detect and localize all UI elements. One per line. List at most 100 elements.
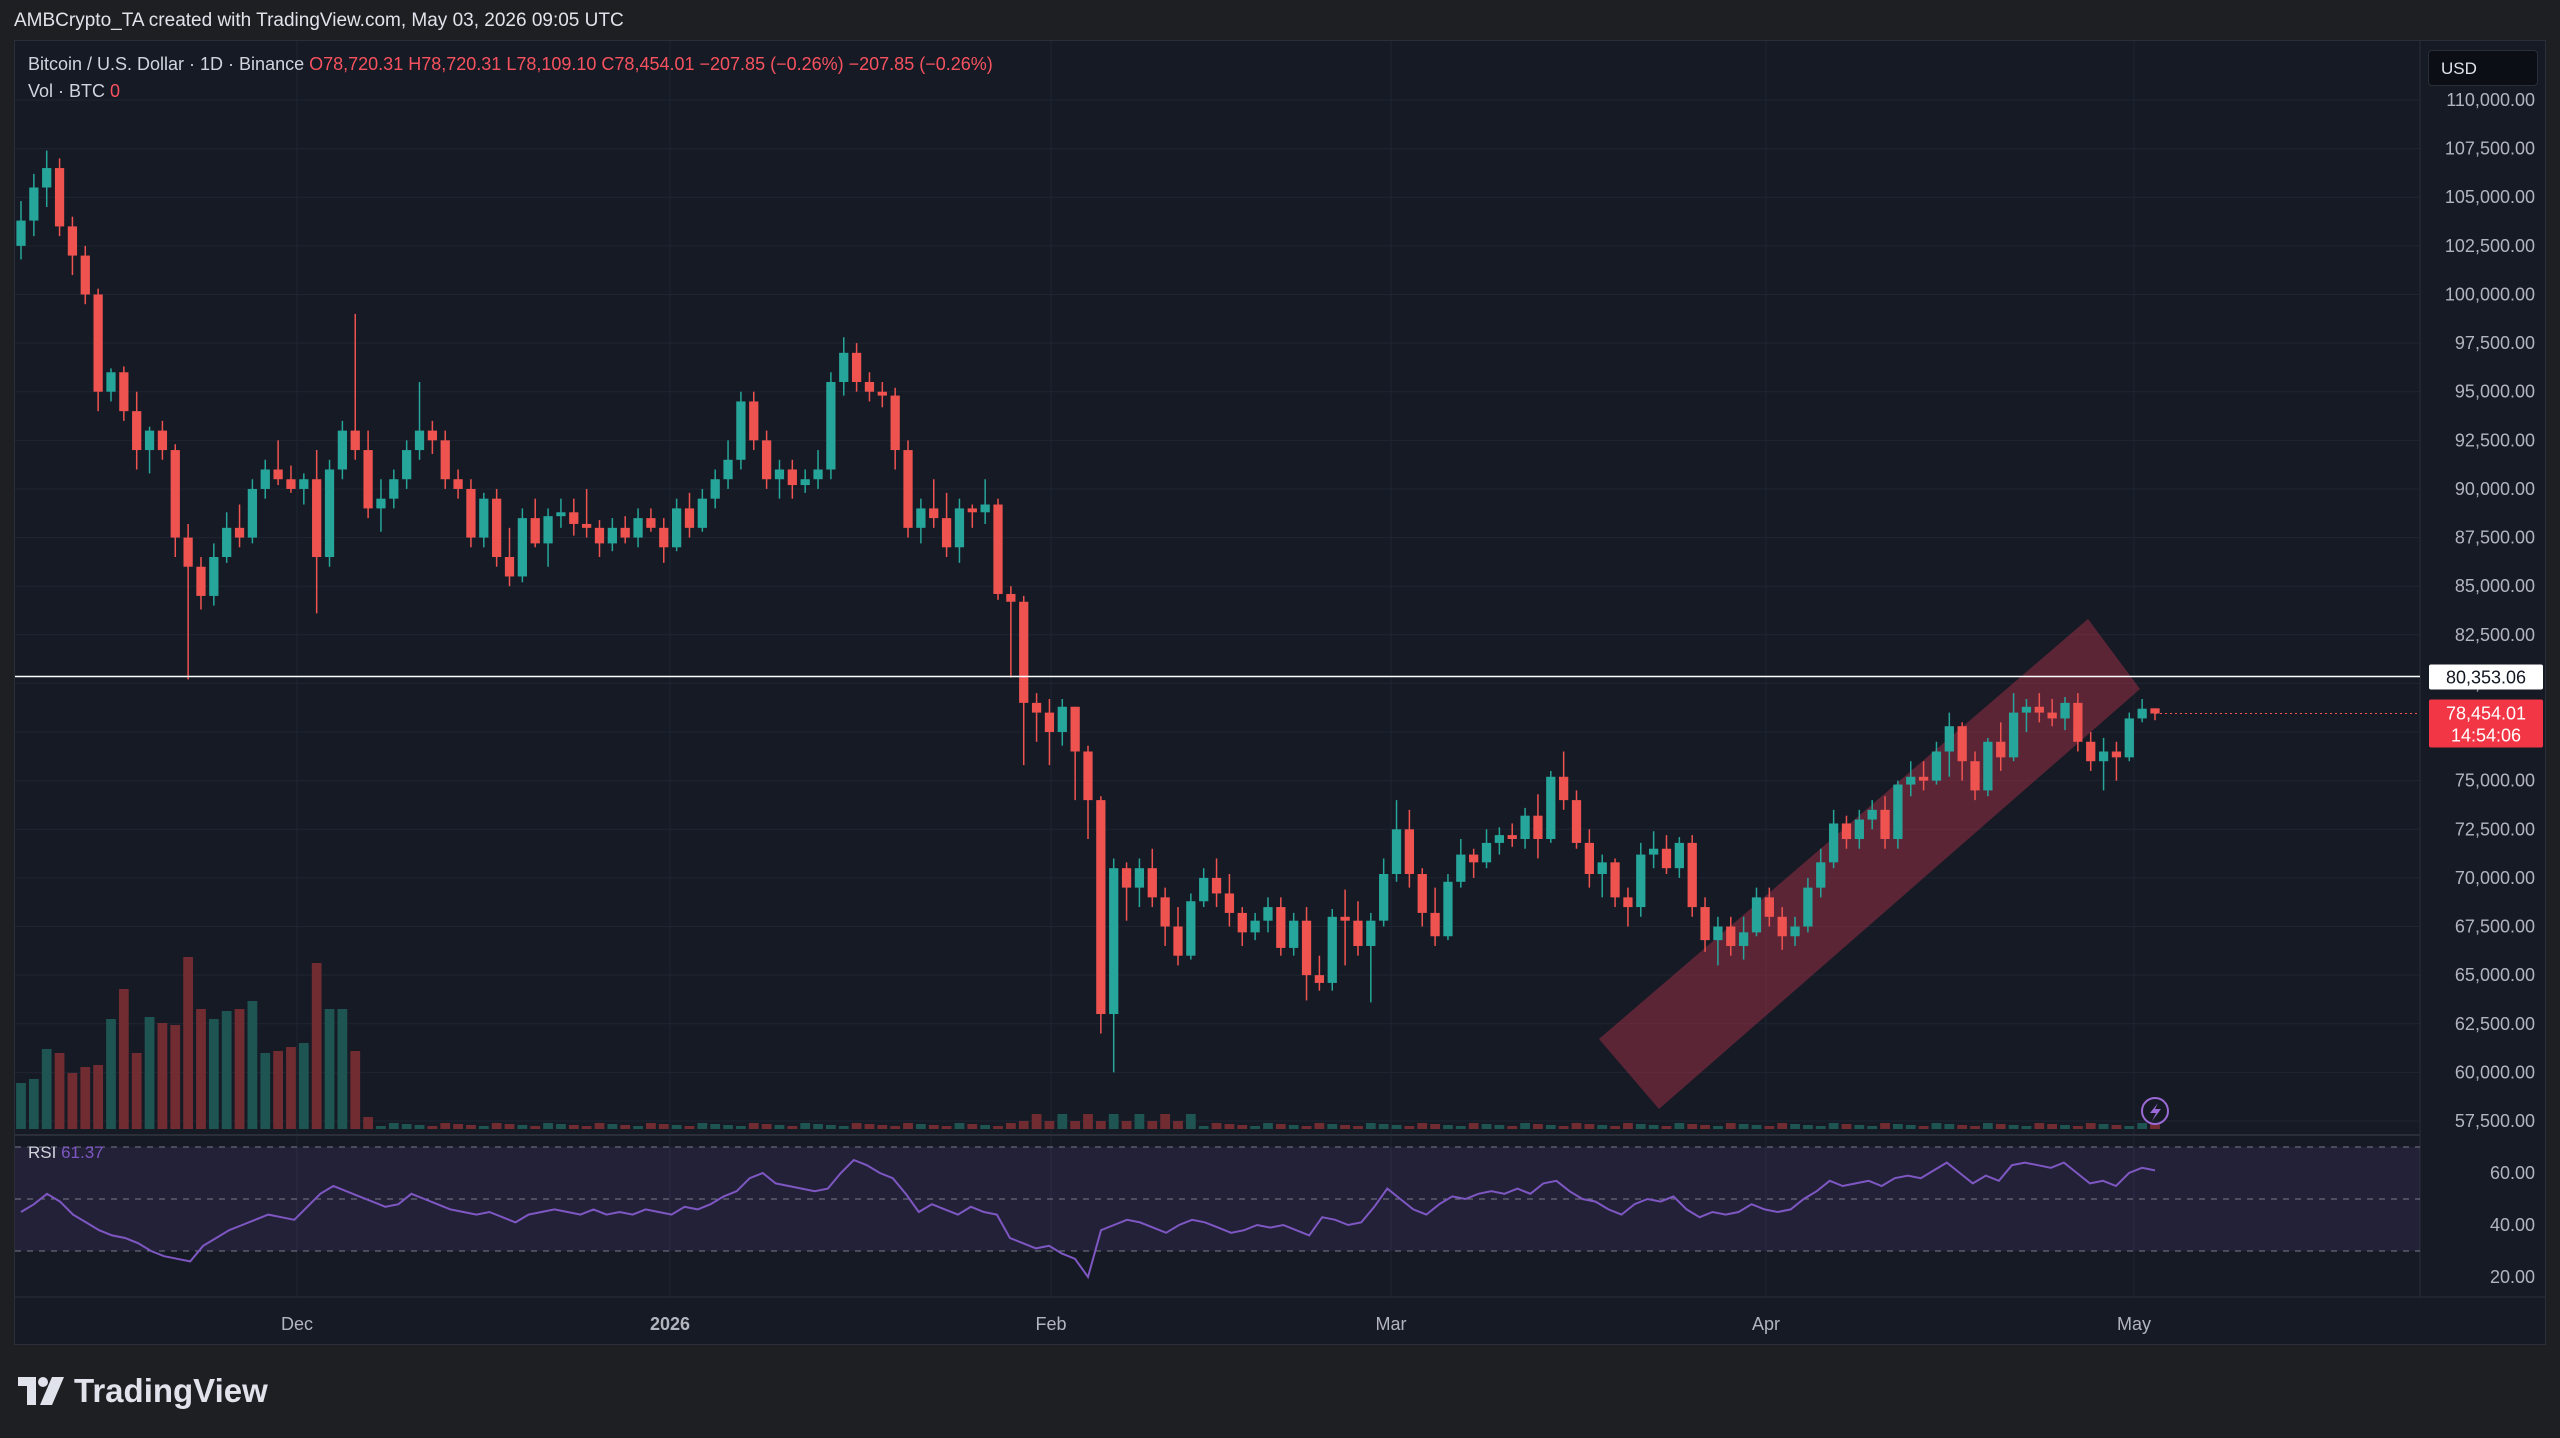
candle-body xyxy=(890,395,900,451)
candle-body xyxy=(324,469,335,558)
candle-body xyxy=(312,479,322,558)
countdown-text: 14:54:06 xyxy=(2451,725,2521,745)
candle-body xyxy=(1314,975,1325,983)
rsi-label[interactable]: RSI xyxy=(28,1143,57,1162)
candle-body xyxy=(543,516,553,544)
volume-bar xyxy=(2098,1124,2109,1129)
price-axis-label: 85,000.00 xyxy=(2455,576,2535,596)
candle-body xyxy=(1931,751,1942,781)
volume-bar xyxy=(1700,1125,1710,1129)
chart-container[interactable]: 110,000.00 107,500.00 105,000.00 102,500.00… xyxy=(14,40,2546,1345)
volume-label[interactable]: Vol · BTC xyxy=(28,81,106,101)
price-axis-label: 92,500.00 xyxy=(2455,430,2535,450)
volume-bar xyxy=(1160,1114,1171,1129)
candle-body xyxy=(414,430,425,451)
volume-bar xyxy=(1083,1114,1093,1129)
volume-bar xyxy=(1815,1126,1826,1129)
candle-body xyxy=(2124,718,2134,758)
volume-bar xyxy=(1057,1114,1068,1129)
candle-body xyxy=(1918,776,1929,781)
candle-body xyxy=(774,469,785,480)
volume-bar xyxy=(1520,1123,1530,1129)
candle-body xyxy=(170,450,180,538)
candle-body xyxy=(877,391,887,396)
candle-body xyxy=(954,508,965,548)
tradingview-logo[interactable]: TradingView xyxy=(18,1372,268,1410)
candle-body xyxy=(157,430,168,451)
volume-bar xyxy=(1970,1126,1980,1129)
volume-bar xyxy=(1790,1124,1800,1129)
volume-bar xyxy=(1661,1126,1672,1129)
replay-icon[interactable] xyxy=(2141,1097,2169,1125)
symbol-label[interactable]: Bitcoin / U.S. Dollar · 1D · Binance xyxy=(28,54,305,74)
candle-body xyxy=(1109,868,1119,1015)
candle-body xyxy=(2073,702,2083,742)
rsi-line xyxy=(20,1158,2156,1280)
volume-bar xyxy=(813,1124,823,1129)
time-axis-label: Dec xyxy=(281,1314,313,1334)
volume-bar xyxy=(93,1065,104,1129)
time-axis-label: May xyxy=(2117,1314,2151,1334)
currency-button[interactable]: USD xyxy=(2428,50,2538,86)
volume-bar xyxy=(671,1125,682,1129)
candlestick-chart[interactable]: 110,000.00 107,500.00 105,000.00 102,500.00… xyxy=(15,41,2545,1344)
volume-bar xyxy=(2060,1125,2070,1129)
resistance-price-tag xyxy=(2429,664,2543,690)
volume-bar xyxy=(1121,1121,1132,1129)
volume-bar xyxy=(157,1023,168,1129)
rsi-value: 61.37 xyxy=(61,1143,104,1162)
candle-body xyxy=(1906,776,1916,785)
volume-bar xyxy=(440,1123,451,1129)
candle-body xyxy=(2047,712,2057,719)
volume-bar xyxy=(260,1053,271,1129)
candle-body xyxy=(1263,907,1273,921)
candle-body xyxy=(1199,877,1209,902)
volume-bar xyxy=(774,1125,785,1129)
volume-bar xyxy=(427,1126,438,1129)
candle-body xyxy=(1006,593,1016,602)
candle-body xyxy=(1173,926,1183,956)
candle-body xyxy=(1417,874,1427,913)
price-axis-label: 65,000.00 xyxy=(2455,965,2535,985)
price-axis-label: 97,500.00 xyxy=(2455,333,2535,353)
candle-body xyxy=(42,168,52,188)
candle-body xyxy=(2111,751,2122,758)
volume-bar xyxy=(826,1125,836,1129)
candle-body xyxy=(620,527,630,538)
volume-bar xyxy=(1957,1125,1968,1129)
candle-body xyxy=(466,488,476,538)
candle-body xyxy=(1430,912,1440,937)
candle-body xyxy=(479,498,489,538)
volume-bar xyxy=(1545,1125,1556,1129)
volume-bar xyxy=(903,1123,913,1129)
volume-bar xyxy=(183,957,194,1129)
volume-bar xyxy=(1982,1123,1993,1129)
ascending-channel xyxy=(1599,619,2140,1109)
volume-bar xyxy=(234,1009,245,1129)
volume-bar xyxy=(684,1126,695,1129)
candle-body xyxy=(1147,868,1157,898)
volume-value: 0 xyxy=(110,81,121,101)
volume-bar xyxy=(1905,1125,1916,1129)
volume-bar xyxy=(838,1126,849,1129)
volume-bar xyxy=(851,1123,862,1129)
volume-bar xyxy=(1443,1125,1453,1129)
volume-bar xyxy=(1674,1123,1685,1129)
candle-body xyxy=(1816,862,1826,888)
volume-bar xyxy=(1108,1114,1119,1129)
volume-bar xyxy=(530,1126,541,1129)
price-axis-label: 95,000.00 xyxy=(2455,382,2535,402)
volume-bar xyxy=(478,1126,489,1129)
candle-body xyxy=(1057,706,1067,733)
candle-body xyxy=(941,518,952,548)
candle-body xyxy=(2060,702,2070,719)
candle-body xyxy=(504,557,515,577)
volume-bar xyxy=(363,1117,373,1129)
volume-bar xyxy=(1841,1124,1852,1129)
candle-body xyxy=(1661,848,1672,869)
candle-body xyxy=(389,479,399,499)
candle-body xyxy=(29,187,39,221)
candle-body xyxy=(993,504,1003,594)
candle-body xyxy=(569,512,579,524)
volume-bar xyxy=(1263,1123,1273,1129)
